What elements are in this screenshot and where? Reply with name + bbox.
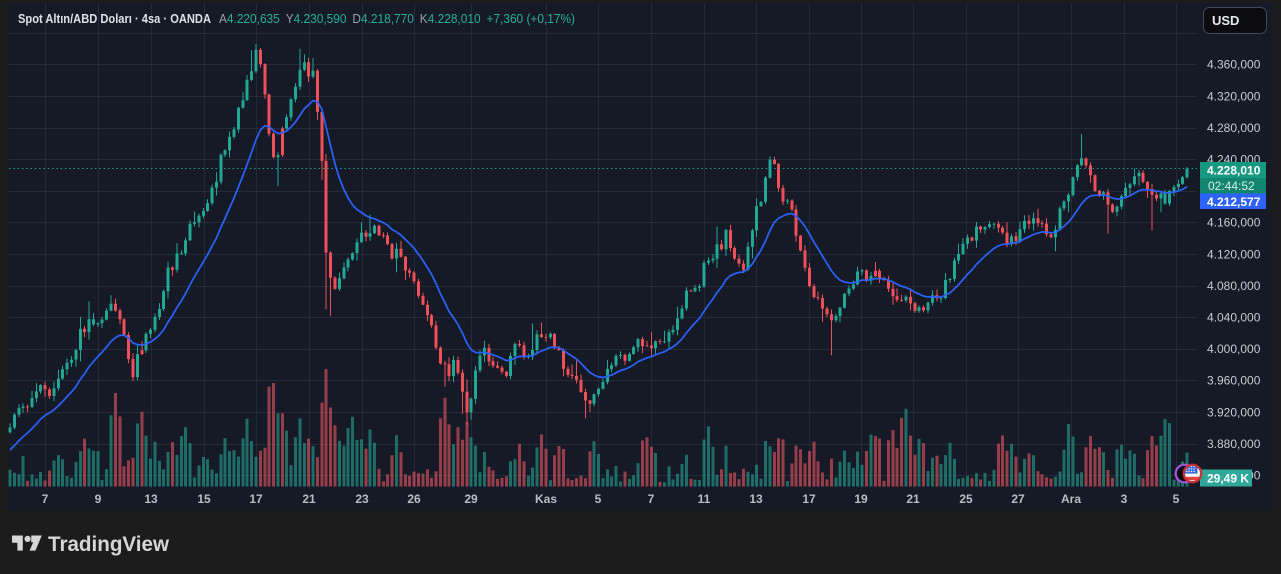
- svg-text:A4.220,635 Y4.230,590 D4.218,7: A4.220,635 Y4.230,590 D4.218,770 K4.228,…: [219, 11, 575, 26]
- svg-text:7: 7: [648, 492, 655, 506]
- svg-text:TradingView: TradingView: [48, 532, 169, 556]
- svg-text:4.280,000: 4.280,000: [1207, 121, 1261, 135]
- svg-text:13: 13: [749, 492, 763, 506]
- svg-text:23: 23: [355, 492, 369, 506]
- svg-text:4.212,577: 4.212,577: [1207, 195, 1261, 209]
- svg-text:29: 29: [464, 492, 478, 506]
- svg-text:26: 26: [407, 492, 421, 506]
- svg-text:4.160,000: 4.160,000: [1207, 216, 1261, 230]
- svg-text:17: 17: [802, 492, 816, 506]
- svg-text:17: 17: [249, 492, 263, 506]
- svg-text:27: 27: [1011, 492, 1025, 506]
- svg-text:11: 11: [698, 492, 711, 506]
- svg-text:21: 21: [302, 492, 316, 506]
- svg-text:3.960,000: 3.960,000: [1207, 374, 1261, 388]
- svg-text:19: 19: [854, 492, 868, 506]
- svg-text:21: 21: [906, 492, 920, 506]
- svg-text:4.120,000: 4.120,000: [1207, 247, 1261, 261]
- svg-text:5: 5: [1173, 492, 1180, 506]
- svg-text:Spot Altın/ABD Doları · 4sa ·: Spot Altın/ABD Doları · 4sa · OANDA: [18, 11, 212, 26]
- svg-text:5: 5: [595, 492, 602, 506]
- svg-text:4.040,000: 4.040,000: [1207, 311, 1261, 325]
- svg-text:29,49 K: 29,49 K: [1207, 472, 1249, 486]
- svg-text:4.320,000: 4.320,000: [1207, 89, 1261, 103]
- svg-text:9: 9: [95, 492, 102, 506]
- svg-text:Ara: Ara: [1061, 492, 1081, 506]
- svg-text:3.920,000: 3.920,000: [1207, 405, 1261, 419]
- svg-text:USD: USD: [1212, 13, 1239, 28]
- svg-text:Kas: Kas: [535, 492, 557, 506]
- svg-text:3: 3: [1121, 492, 1128, 506]
- svg-text:4.360,000: 4.360,000: [1207, 58, 1261, 72]
- svg-text:4.080,000: 4.080,000: [1207, 279, 1261, 293]
- svg-text:7: 7: [42, 492, 49, 506]
- svg-text:02:44:52: 02:44:52: [1208, 179, 1255, 193]
- svg-text:25: 25: [959, 492, 973, 506]
- svg-text:3.880,000: 3.880,000: [1207, 437, 1261, 451]
- svg-text:4.000,000: 4.000,000: [1207, 342, 1261, 356]
- svg-text:15: 15: [197, 492, 211, 506]
- svg-text:4.228,010: 4.228,010: [1207, 164, 1261, 178]
- svg-text:13: 13: [144, 492, 158, 506]
